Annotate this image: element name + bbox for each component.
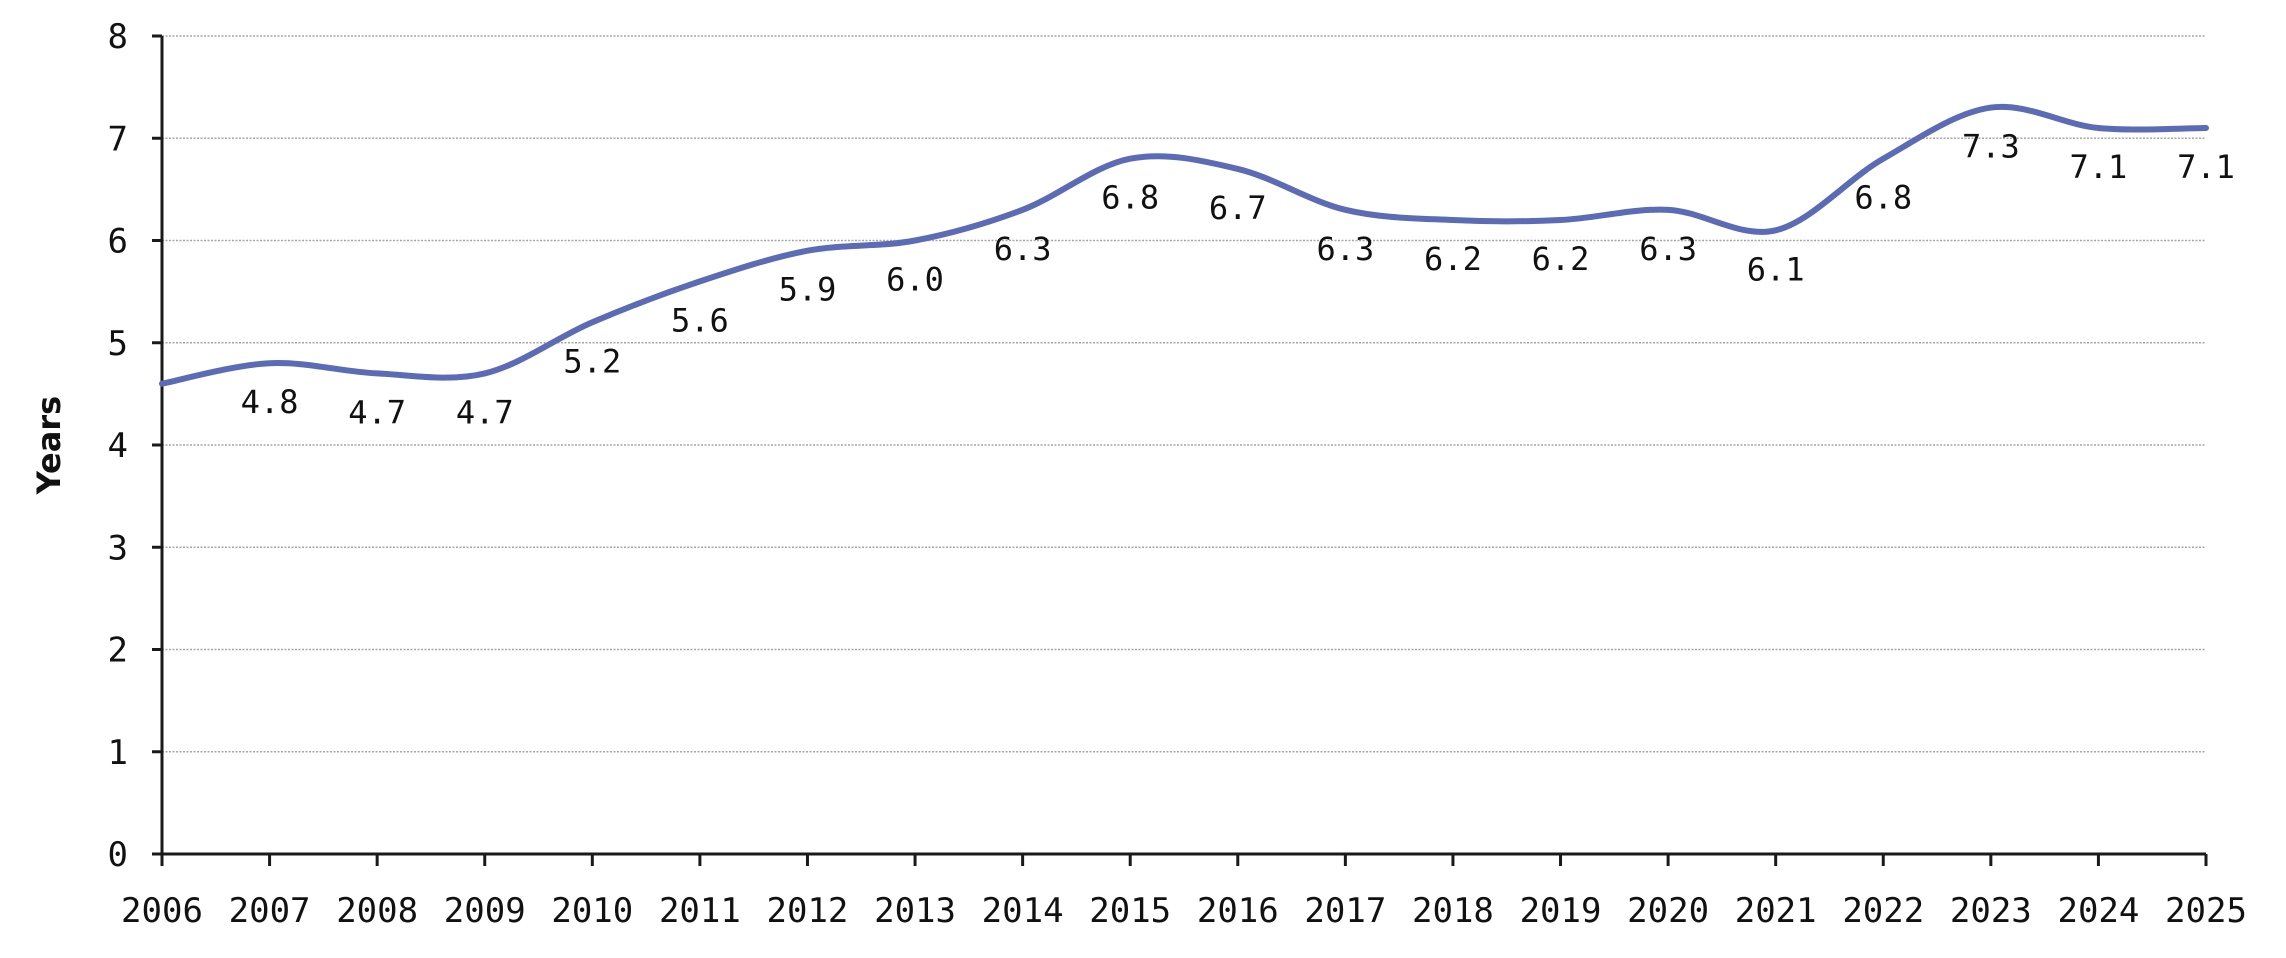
data-label: 4.8: [241, 383, 299, 421]
y-tick-label: 8: [108, 17, 128, 57]
y-axis-ticks: 0 1 2 3 4 5 6 7 8: [108, 17, 162, 875]
data-label: 6.8: [1854, 179, 1912, 217]
x-tick-label: 2006: [121, 891, 203, 931]
y-axis-title: Years: [30, 396, 68, 495]
x-tick-label: 2025: [2165, 891, 2247, 931]
data-labels: 4.8 4.7 4.7 5.2 5.6 5.9 6.0 6.3 6.8 6.7 6.3 6.2 6.2 6…: [241, 128, 2235, 432]
data-label: 6.3: [1639, 230, 1697, 268]
y-tick-label: 4: [108, 426, 128, 466]
x-tick-label: 2011: [659, 891, 741, 931]
data-label: 6.2: [1424, 240, 1482, 278]
x-tick-label: 2015: [1089, 891, 1171, 931]
data-label: 7.3: [1962, 128, 2020, 166]
y-tick-label: 7: [108, 119, 128, 159]
data-label: 7.1: [2177, 148, 2235, 186]
grid-lines: [162, 35, 2206, 753]
x-tick-label: 2023: [1950, 891, 2032, 931]
x-axis-ticks: 2006 2007 2008 2009 2010 2011 2012 2013 2014 2015…: [121, 854, 2247, 931]
data-label: 4.7: [456, 393, 514, 431]
data-label: 6.7: [1209, 189, 1267, 227]
y-tick-label: 0: [108, 835, 128, 875]
data-label: 6.0: [886, 261, 944, 299]
series-layer: [159, 103, 2209, 387]
data-label: 6.2: [1532, 240, 1590, 278]
data-label: 6.3: [994, 230, 1052, 268]
x-tick-label: 2018: [1412, 891, 1494, 931]
data-label: 7.1: [2070, 148, 2128, 186]
x-tick-label: 2017: [1304, 891, 1386, 931]
y-tick-label: 3: [108, 528, 128, 568]
y-tick-label: 1: [108, 733, 128, 773]
data-label: 6.3: [1316, 230, 1374, 268]
data-label: 4.7: [348, 393, 406, 431]
x-tick-label: 2014: [982, 891, 1064, 931]
y-tick-label: 5: [108, 324, 128, 364]
data-label: 5.6: [671, 301, 729, 339]
x-tick-label: 2010: [551, 891, 633, 931]
x-tick-label: 2022: [1842, 891, 1924, 931]
data-label: 6.1: [1747, 250, 1805, 288]
x-tick-label: 2019: [1520, 891, 1602, 931]
x-tick-label: 2020: [1627, 891, 1709, 931]
x-tick-label: 2008: [336, 891, 418, 931]
x-tick-label: 2013: [874, 891, 956, 931]
y-tick-label: 6: [108, 222, 128, 262]
x-tick-label: 2024: [2057, 891, 2139, 931]
x-tick-label: 2021: [1735, 891, 1817, 931]
x-tick-label: 2009: [444, 891, 526, 931]
x-tick-label: 2007: [229, 891, 311, 931]
x-tick-label: 2012: [767, 891, 849, 931]
data-label: 5.2: [563, 342, 621, 380]
data-label: 6.8: [1101, 179, 1159, 217]
series-line: [159, 103, 2209, 387]
y-tick-label: 2: [108, 631, 128, 671]
x-tick-label: 2016: [1197, 891, 1279, 931]
data-label: 5.9: [779, 271, 837, 309]
